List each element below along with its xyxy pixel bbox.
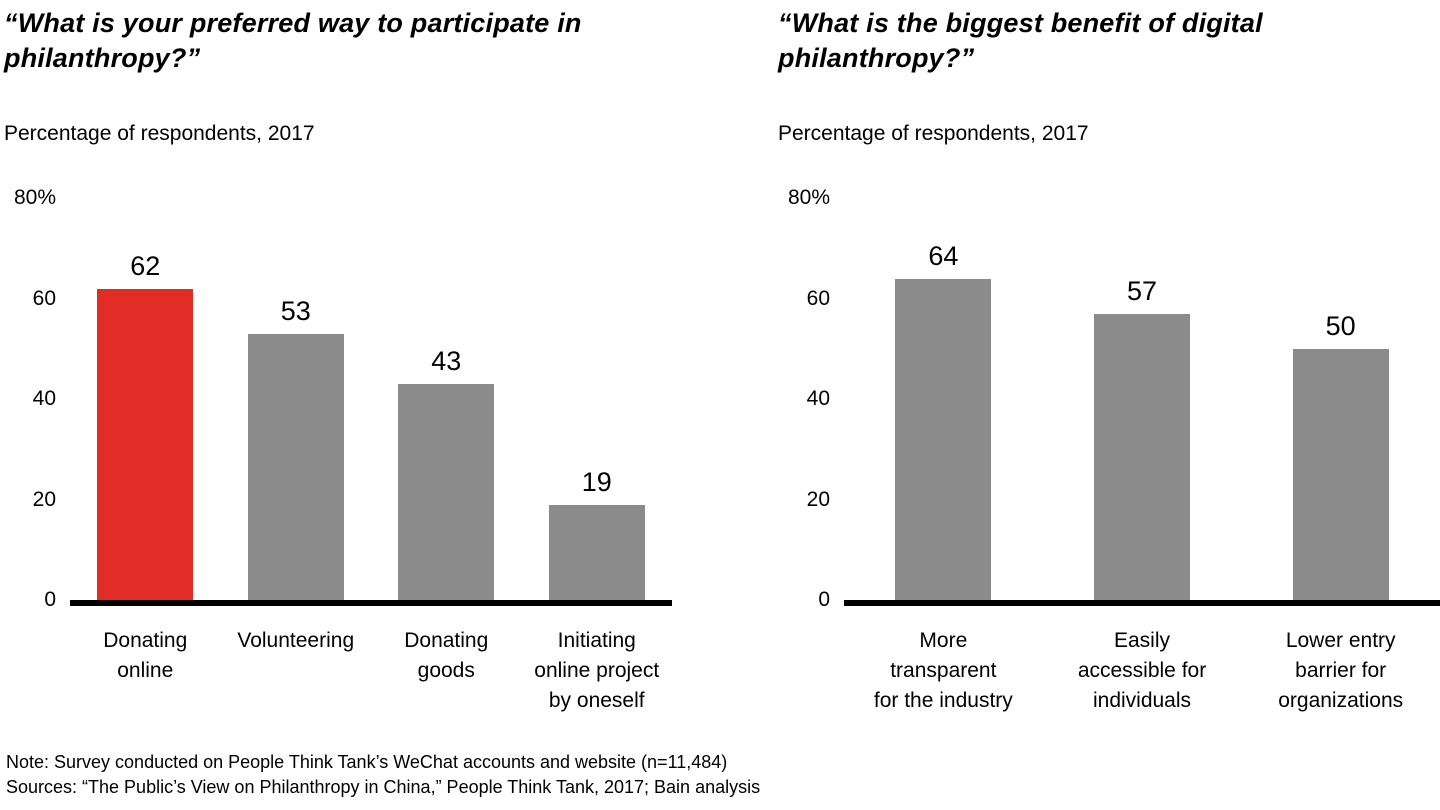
bar-group: 64: [844, 198, 1043, 601]
y-tick-label: 40: [32, 387, 56, 411]
x-axis-label: Donating online: [103, 629, 188, 683]
y-tick-label: 80%: [13, 186, 56, 210]
bar-value-label: 62: [130, 250, 161, 281]
chart-title: “What is your preferred way to participa…: [4, 8, 582, 74]
bar: [895, 278, 992, 601]
bar-value-label: 64: [928, 240, 959, 271]
y-tick-label: 80%: [787, 186, 830, 210]
plot-area: 0 20 40 60 80% 62 53 43 19: [14, 186, 673, 611]
bar: [247, 333, 344, 601]
y-tick-label: 60: [806, 286, 830, 310]
x-axis-label: Lower entry barrier for organizations: [1278, 629, 1404, 713]
bar: [1094, 313, 1190, 601]
bar-group: 57: [1043, 198, 1242, 601]
sources-line: Sources: “The Public’s View on Philanthr…: [6, 776, 761, 797]
y-tick-label: 40: [806, 387, 830, 411]
bar-value-label: 43: [431, 346, 462, 377]
chart-subtitle: Percentage of respondents, 2017: [778, 122, 1089, 146]
x-axis-label: More transparent for the industry: [873, 629, 1013, 713]
chart-title: “What is the biggest benefit of digital …: [778, 8, 1263, 74]
bar: [548, 504, 645, 601]
y-tick-label: 0: [818, 588, 830, 612]
bar-group: 50: [1241, 198, 1440, 601]
bars: 62 53 43 19: [70, 198, 673, 601]
x-labels: Donating online Volunteering Donating good…: [70, 626, 672, 716]
bar-group: 43: [371, 198, 522, 601]
chart-preferred-participation: “What is your preferred way to participa…: [4, 6, 672, 716]
bars: 64 57 50: [844, 198, 1440, 601]
chart-digital-benefit: “What is the biggest benefit of digital …: [778, 6, 1440, 716]
bar-value-label: 57: [1126, 275, 1158, 306]
charts-row: “What is your preferred way to participa…: [4, 6, 1440, 716]
note-line: Note: Survey conducted on People Think T…: [6, 751, 728, 772]
chart-subtitle: Percentage of respondents, 2017: [4, 122, 315, 146]
y-axis-ticks: 0 20 40 60 80%: [14, 186, 672, 611]
footnotes: Note: Survey conducted on People Think T…: [6, 750, 760, 800]
plot-area: 0 20 40 60 80% 64 57 50: [788, 186, 1440, 611]
x-axis-label: Initiating online project by oneself: [534, 629, 660, 713]
bar: [1292, 348, 1389, 601]
bar: [97, 288, 194, 601]
bar-value-label: 53: [280, 295, 311, 326]
y-tick-label: 20: [806, 487, 830, 511]
x-axis-label: Easily accessible for individuals: [1077, 629, 1207, 713]
x-axis-label: Volunteering: [237, 629, 355, 653]
y-tick-label: 60: [32, 286, 56, 310]
x-labels: More transparent for the industry Easily …: [844, 626, 1440, 716]
y-tick-label: 20: [32, 487, 56, 511]
bar-group: 19: [522, 198, 673, 601]
bar-value-label: 19: [581, 466, 612, 497]
bar: [398, 384, 495, 601]
y-tick-label: 0: [44, 588, 56, 612]
y-axis-ticks: 0 20 40 60 80%: [788, 186, 1440, 611]
bar-group: 62: [70, 198, 221, 601]
bar-group: 53: [221, 198, 372, 601]
x-axis-label: Donating goods: [404, 629, 489, 683]
bar-value-label: 50: [1325, 310, 1356, 341]
